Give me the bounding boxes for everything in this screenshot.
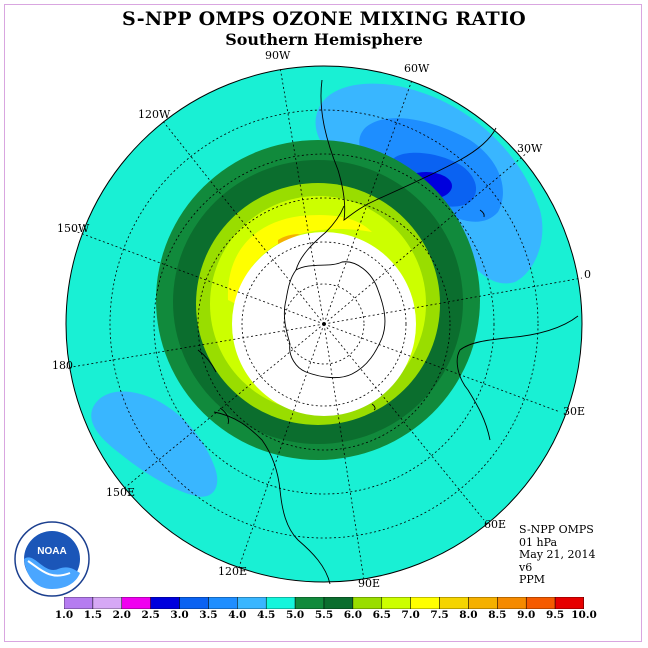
colorbar-swatch [179,597,209,609]
island-south-georgia [479,209,485,218]
colorbar-swatch [265,597,296,609]
colorbar-swatch [410,597,440,609]
colorbar-tick-label: 9.5 [545,609,565,621]
colorbar-swatch [64,597,94,609]
colorbar-swatch [468,597,498,609]
colorbar-tick-label: 1.0 [54,609,74,621]
colorbar-tick-label: 10.0 [571,609,597,621]
lon-label-150w: 150W [57,222,90,235]
island-kerguelen [371,403,376,411]
colorbar-tick-label: 4.0 [228,609,247,621]
colorbar-swatch [237,597,267,609]
tasmania-coastline [219,407,229,425]
info-units: PPM [519,573,546,586]
ozone-contour-7-0 [227,214,372,305]
colorbar-tick-label: 3.5 [199,609,218,621]
lon-label-150e: 150E [106,486,136,499]
colorbar-swatch [554,597,584,609]
low-ozone-region-pacific [91,391,218,497]
map-title: S-NPP OMPS OZONE MIXING RATIO [121,8,527,30]
lon-label-60w: 60W [404,62,430,75]
info-instrument: S-NPP OMPS [519,523,594,536]
info-date: May 21, 2014 [519,548,596,561]
lon-label-120w: 120W [138,108,171,121]
africa-coastline [456,315,579,441]
colorbar-tick-label: 7.0 [401,609,420,621]
colorbar-swatch [121,597,151,609]
colorbar-swatch [294,597,325,609]
lon-label-90w: 90W [265,49,291,62]
colorbar-tick-label: 3.0 [170,609,189,621]
lon-label-30e: 30E [563,405,586,418]
colorbar-tick-label: 5.5 [314,609,334,621]
south-america-coastline [320,79,497,222]
info-version: v6 [519,560,533,574]
lon-label-120e: 120E [218,565,248,578]
colorbar-swatch [92,597,123,609]
colorbar-swatch [208,597,238,609]
coastlines [197,79,579,585]
image-frame [4,4,642,642]
ozone-field [66,66,582,582]
noaa-logo: NOAA [14,521,90,597]
colorbar-tick-label: 8.0 [459,609,478,621]
lon-label-90e: 90E [358,577,381,590]
colorbar-swatch [352,597,383,609]
colorbar-tick-label: 6.0 [343,609,363,621]
map-boundary [65,65,583,583]
colorbar-tick-label: 1.5 [83,609,103,621]
colorbar-tick-label: 7.5 [430,609,449,621]
south-pole-marker [322,322,326,326]
colorbar [64,597,584,609]
colorbar-swatch [381,597,411,609]
colorbar-swatch [323,597,354,609]
map-subtitle: Southern Hemisphere [225,30,423,49]
noaa-logo-text: NOAA [37,546,66,557]
info-block: S-NPP OMPS 01 hPa May 21, 2014 v6 PPM [519,523,596,587]
australia-coastline [213,411,331,585]
colorbar-swatch [497,597,527,609]
colorbar-swatch [439,597,469,609]
lon-label-60e: 60E [484,518,507,531]
colorbar-tick-label: 6.5 [372,609,391,621]
lon-label-30w: 30W [517,142,543,155]
colorbar-tick-label: 2.0 [112,609,131,621]
antarctic-peninsula [295,205,345,271]
colorbar-tick-label: 8.5 [488,609,507,621]
lon-label-0: 0 [584,268,591,281]
colorbar-tick-label: 2.5 [141,609,160,621]
colorbar-swatch [525,597,556,609]
colorbar-tick-label: 9.0 [517,609,536,621]
lon-label-180: 180 [52,359,73,372]
new-zealand-coastline [197,349,217,373]
graticule [65,66,583,581]
antarctica-coastline [283,261,386,379]
colorbar-swatch [150,597,180,609]
info-level: 01 hPa [519,535,558,549]
colorbar-tick-label: 4.5 [257,609,276,621]
colorbar-tick-label: 5.0 [285,609,305,621]
